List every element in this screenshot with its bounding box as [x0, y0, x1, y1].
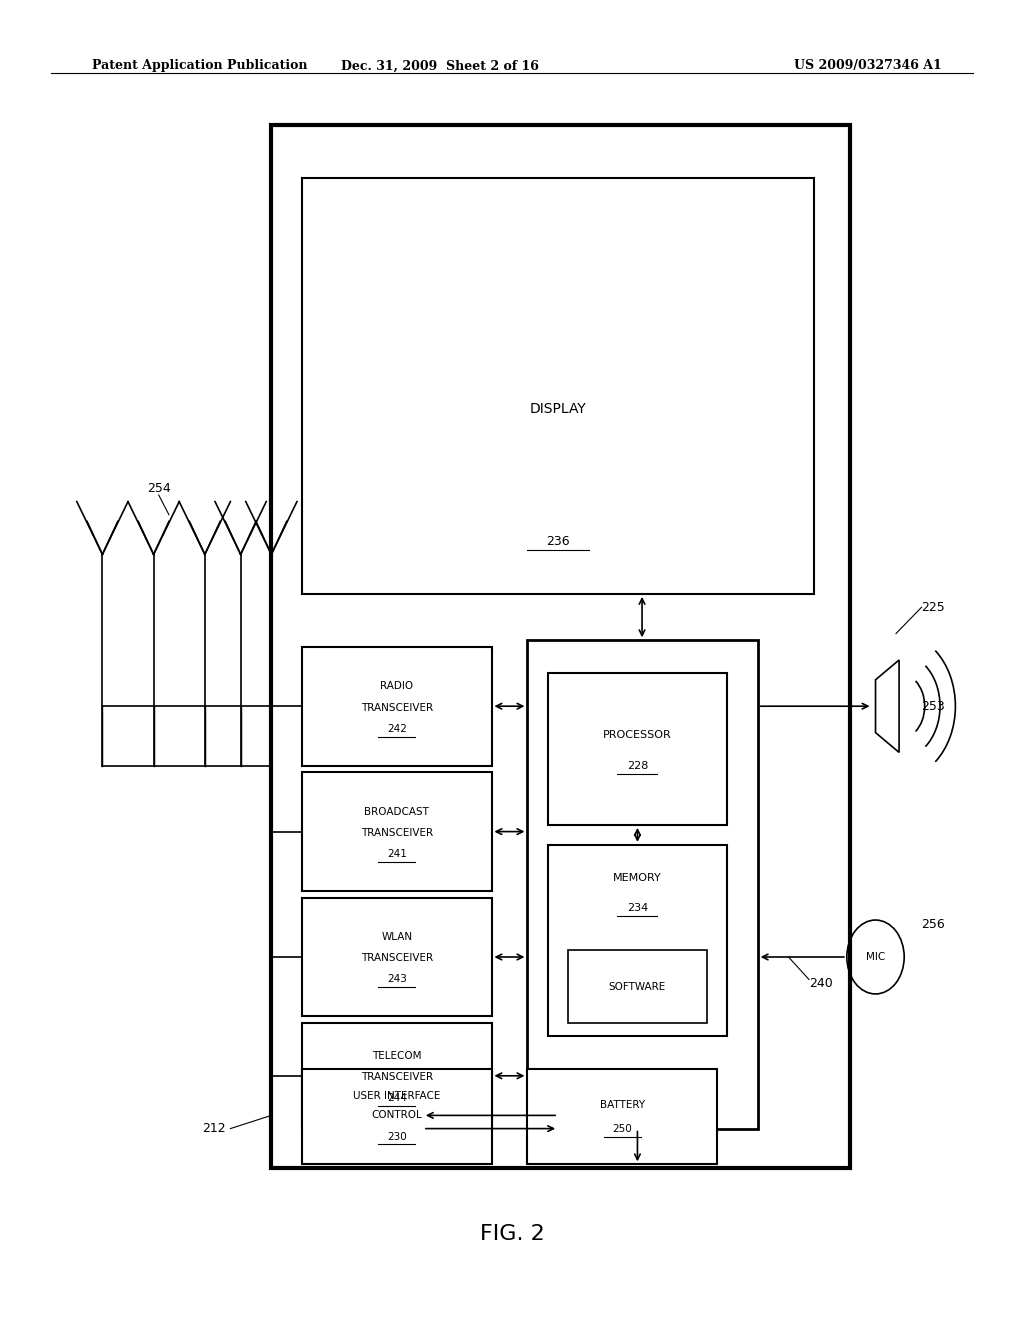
Text: RADIO: RADIO	[380, 681, 414, 692]
Text: 240: 240	[809, 977, 833, 990]
Text: Patent Application Publication: Patent Application Publication	[92, 59, 307, 73]
Text: PROCESSOR: PROCESSOR	[603, 730, 672, 741]
Bar	[302, 178, 814, 594]
Text: BATTERY: BATTERY	[599, 1100, 645, 1110]
Bar	[568, 950, 707, 1023]
Text: Dec. 31, 2009  Sheet 2 of 16: Dec. 31, 2009 Sheet 2 of 16	[341, 59, 540, 73]
Text: SOFTWARE: SOFTWARE	[609, 982, 666, 993]
Text: 212: 212	[202, 1122, 225, 1135]
Text: TRANSCEIVER: TRANSCEIVER	[360, 828, 433, 838]
Text: CONTROL: CONTROL	[372, 1110, 422, 1121]
Text: 254: 254	[146, 482, 171, 495]
Text: TRANSCEIVER: TRANSCEIVER	[360, 1072, 433, 1082]
Bar	[302, 1069, 492, 1164]
Text: TRANSCEIVER: TRANSCEIVER	[360, 702, 433, 713]
Text: TELECOM: TELECOM	[372, 1051, 422, 1061]
Bar	[302, 1023, 492, 1129]
Text: 236: 236	[546, 535, 570, 548]
Text: WLAN: WLAN	[381, 932, 413, 942]
Text: BROADCAST: BROADCAST	[365, 807, 429, 817]
Bar	[302, 772, 492, 891]
Text: 228: 228	[627, 760, 648, 771]
Text: FIG. 2: FIG. 2	[479, 1224, 545, 1245]
Bar	[527, 1069, 717, 1164]
Text: 243: 243	[387, 974, 407, 985]
Text: 244: 244	[387, 1093, 407, 1104]
Bar	[302, 898, 492, 1016]
Text: 250: 250	[612, 1123, 632, 1134]
Text: 256: 256	[922, 917, 945, 931]
Text: DISPLAY: DISPLAY	[529, 403, 587, 416]
Bar	[527, 640, 758, 1129]
Text: 253: 253	[922, 700, 945, 713]
FancyBboxPatch shape	[271, 125, 850, 1168]
Polygon shape	[876, 660, 899, 752]
Text: MEMORY: MEMORY	[613, 873, 662, 883]
Text: USER INTERFACE: USER INTERFACE	[353, 1090, 440, 1101]
Bar	[302, 647, 492, 766]
Text: US 2009/0327346 A1: US 2009/0327346 A1	[795, 59, 942, 73]
Text: MIC: MIC	[866, 952, 885, 962]
Bar	[548, 673, 727, 825]
Text: 225: 225	[922, 601, 945, 614]
Text: TRANSCEIVER: TRANSCEIVER	[360, 953, 433, 964]
Bar	[548, 845, 727, 1036]
Text: 230: 230	[387, 1131, 407, 1142]
Text: 234: 234	[627, 903, 648, 913]
Text: 241: 241	[387, 849, 407, 859]
Text: 242: 242	[387, 723, 407, 734]
